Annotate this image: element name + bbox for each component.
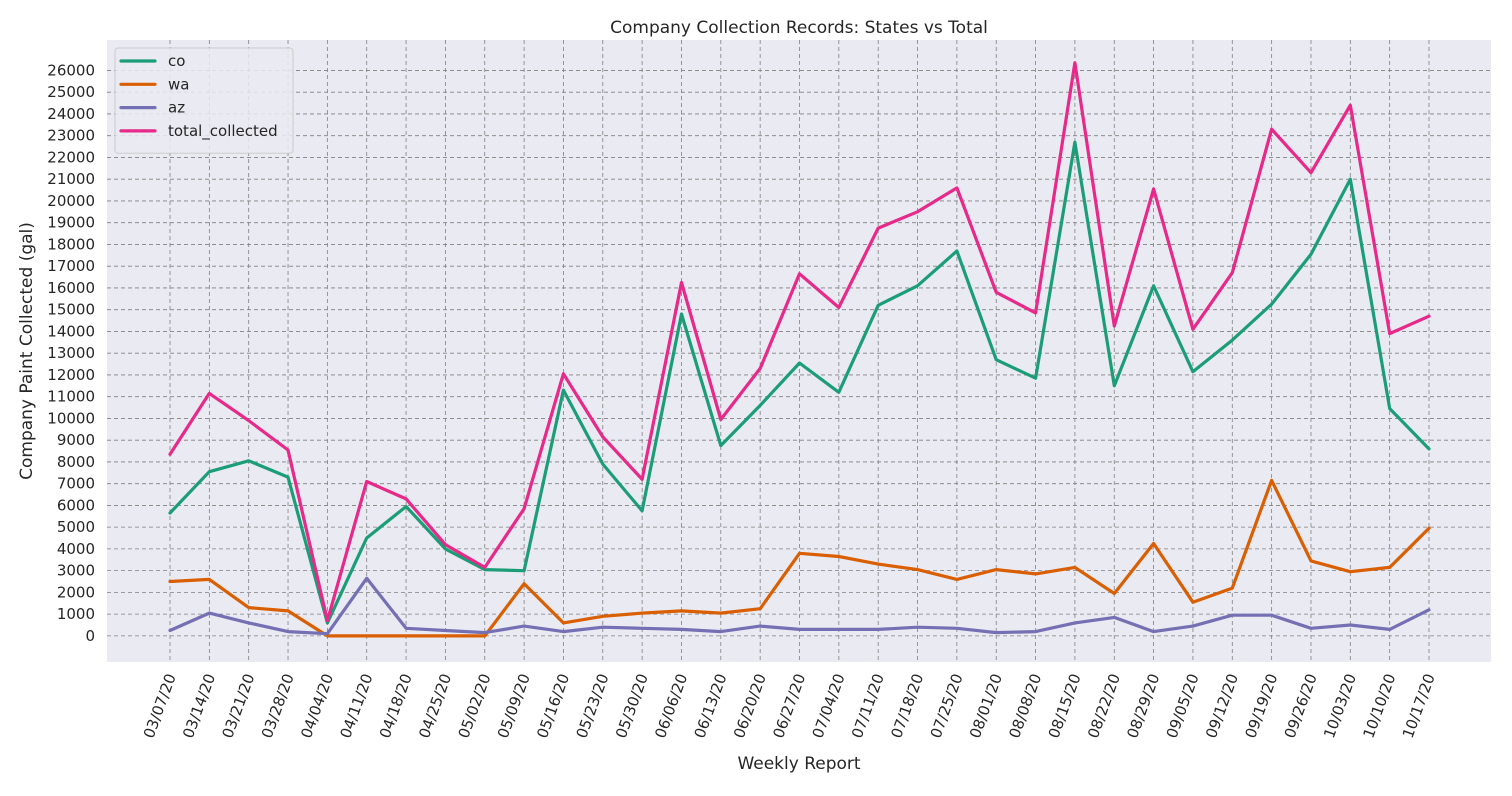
y-tick-label: 22000 xyxy=(47,148,95,166)
series-lines xyxy=(168,61,1431,638)
x-tick-label: 06/20/20 xyxy=(730,671,770,740)
x-tick-label: 07/04/20 xyxy=(809,671,849,740)
y-tick-label: 4000 xyxy=(57,540,95,558)
x-tick-label: 08/15/20 xyxy=(1045,671,1085,740)
y-tick-label: 25000 xyxy=(47,83,95,101)
x-axis-title: Weekly Report xyxy=(737,754,860,774)
x-tick-label: 05/02/20 xyxy=(455,671,495,740)
y-axis-title: Company Paint Collected (gal) xyxy=(17,222,37,480)
y-tick-label: 21000 xyxy=(47,170,95,188)
x-tick-label: 03/21/20 xyxy=(218,671,258,740)
y-tick-label: 12000 xyxy=(47,366,95,384)
x-tick-label: 08/08/20 xyxy=(1005,671,1045,740)
y-tick-label: 26000 xyxy=(47,61,95,79)
y-tick-label: 17000 xyxy=(47,257,95,275)
x-tick-label: 09/19/20 xyxy=(1241,671,1281,740)
y-tick-label: 6000 xyxy=(57,496,95,514)
x-tick-label: 06/13/20 xyxy=(691,671,731,740)
x-tick-label: 04/11/20 xyxy=(337,671,377,740)
x-tick-label: 03/28/20 xyxy=(258,671,298,740)
x-tick-label: 07/25/20 xyxy=(927,671,967,740)
series-line-wa xyxy=(168,478,1431,638)
y-tick-label: 18000 xyxy=(47,235,95,253)
series-line-total_collected xyxy=(168,61,1431,623)
plot-area xyxy=(107,40,1491,662)
x-axis-ticks: 03/07/20 03/14/20 03/21/20 03/28/20 04/04/20… xyxy=(140,671,1439,740)
y-tick-label: 16000 xyxy=(47,279,95,297)
x-tick-label: 08/22/20 xyxy=(1084,671,1124,740)
y-tick-label: 2000 xyxy=(57,583,95,601)
x-tick-label: 09/26/20 xyxy=(1281,671,1321,740)
x-tick-label: 05/23/20 xyxy=(573,671,613,740)
x-tick-label: 04/18/20 xyxy=(376,671,416,740)
series-line-co xyxy=(168,140,1431,625)
y-tick-label: 1000 xyxy=(57,605,95,623)
y-tick-label: 11000 xyxy=(47,388,95,406)
legend-box xyxy=(114,47,294,154)
y-tick-label: 15000 xyxy=(47,301,95,319)
y-axis-ticks: 0 1000 2000 3000 4000 5000 6000 7000 8000 9000 100… xyxy=(47,61,95,644)
x-tick-label: 03/14/20 xyxy=(179,671,219,740)
legend-label-co: co xyxy=(168,52,185,70)
y-tick-label: 3000 xyxy=(57,562,95,580)
x-tick-label: 06/06/20 xyxy=(651,671,691,740)
y-tick-label: 13000 xyxy=(47,344,95,362)
y-tick-label: 0 xyxy=(85,627,95,645)
y-tick-label: 8000 xyxy=(57,453,95,471)
x-tick-label: 03/07/20 xyxy=(140,671,180,740)
x-tick-label: 10/10/20 xyxy=(1359,671,1399,740)
x-tick-label: 06/27/20 xyxy=(769,671,809,740)
x-tick-label: 05/30/20 xyxy=(612,671,652,740)
y-tick-label: 14000 xyxy=(47,322,95,340)
x-tick-label: 08/01/20 xyxy=(966,671,1006,740)
x-tick-label: 09/12/20 xyxy=(1202,671,1242,740)
chart-title: Company Collection Records: States vs To… xyxy=(610,18,988,38)
x-tick-label: 07/18/20 xyxy=(887,671,927,740)
x-tick-label: 05/16/20 xyxy=(533,671,573,740)
legend-label-wa: wa xyxy=(168,75,189,93)
y-tick-label: 23000 xyxy=(47,127,95,145)
legend-label-total_collected: total_collected xyxy=(168,122,278,141)
x-tick-label: 04/25/20 xyxy=(415,671,455,740)
y-tick-label: 10000 xyxy=(47,409,95,427)
y-tick-label: 5000 xyxy=(57,518,95,536)
y-tick-label: 20000 xyxy=(47,192,95,210)
x-tick-label: 09/05/20 xyxy=(1163,671,1203,740)
y-tick-label: 7000 xyxy=(57,475,95,493)
x-tick-label: 07/11/20 xyxy=(848,671,888,740)
legend: co wa az total_collected xyxy=(114,47,294,154)
y-tick-label: 24000 xyxy=(47,105,95,123)
x-tick-label: 10/03/20 xyxy=(1320,671,1360,740)
y-tick-label: 9000 xyxy=(57,431,95,449)
legend-label-az: az xyxy=(168,99,185,117)
x-tick-label: 04/04/20 xyxy=(297,671,337,740)
y-tick-label: 19000 xyxy=(47,214,95,232)
series-line-az xyxy=(168,576,1431,636)
x-tick-label: 08/29/20 xyxy=(1123,671,1163,740)
x-tick-label: 10/17/20 xyxy=(1399,671,1439,740)
x-tick-label: 05/09/20 xyxy=(494,671,534,740)
